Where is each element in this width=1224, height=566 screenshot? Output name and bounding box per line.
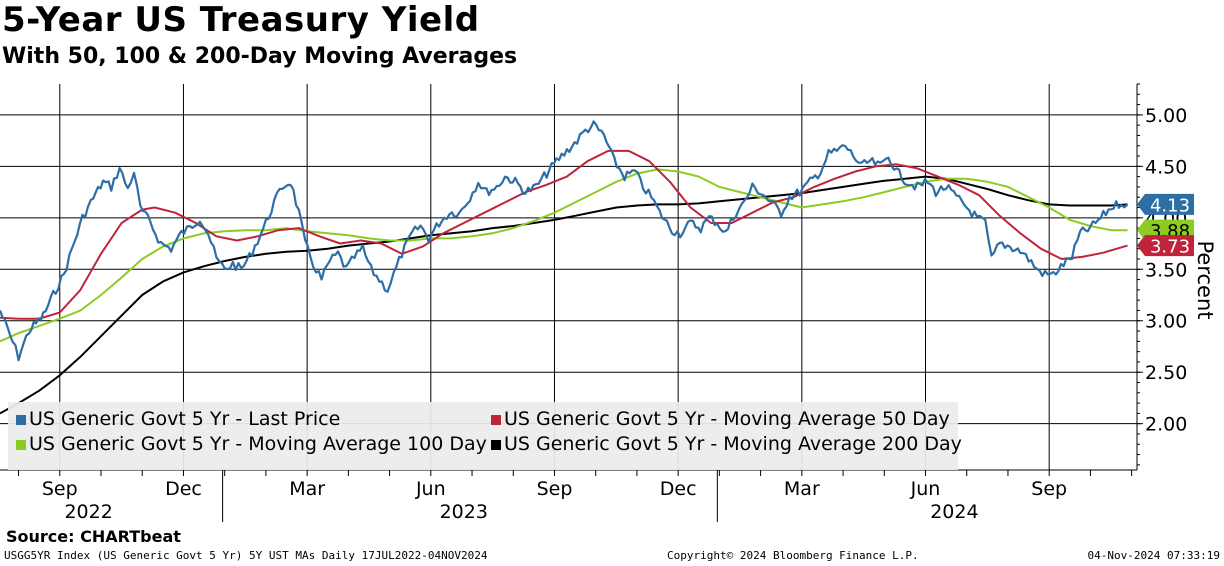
x-tick-label: Dec — [165, 478, 202, 500]
footer-ticker-info: USGG5YR Index (US Generic Govt 5 Yr) 5Y … — [4, 549, 488, 562]
chart-subtitle: With 50, 100 & 200-Day Moving Averages — [2, 44, 518, 69]
y-tick-label: 2.50 — [1145, 362, 1187, 384]
series-lines — [0, 120, 1129, 415]
y-tick-label: 4.50 — [1145, 156, 1187, 178]
last-value-labels: 4.133.883.73 — [1137, 193, 1194, 258]
source-note: Source: CHARTbeat — [6, 527, 181, 546]
series-line-price — [0, 120, 1129, 362]
year-label: 2022 — [64, 501, 112, 523]
x-tick-label: Dec — [660, 478, 697, 500]
y-tick-label: 3.50 — [1145, 259, 1187, 281]
chart-title: 5-Year US Treasury Yield — [2, 0, 480, 40]
series-line-ma50 — [0, 149, 1128, 320]
last-value-text-ma50: 3.73 — [1150, 237, 1190, 258]
legend-label-ma100: US Generic Govt 5 Yr - Moving Average 10… — [29, 433, 487, 455]
x-tick-label: Mar — [784, 478, 820, 500]
footer-timestamp: 04-Nov-2024 07:33:19 — [1087, 549, 1220, 562]
legend-swatch-ma200 — [491, 440, 501, 450]
legend-swatch-ma50 — [491, 415, 501, 425]
year-label: 2023 — [440, 501, 488, 523]
last-value-tag-price — [1137, 193, 1194, 215]
legend-label-ma200: US Generic Govt 5 Yr - Moving Average 20… — [504, 433, 962, 455]
y-tick-label: 2.00 — [1145, 414, 1187, 436]
y-axis-title: Percent — [1193, 240, 1217, 319]
y-tick-label: 5.00 — [1145, 105, 1187, 127]
legend: US Generic Govt 5 Yr - Last Price US Gene… — [8, 402, 962, 470]
footer-copyright: Copyright© 2024 Bloomberg Finance L.P. — [667, 549, 919, 562]
x-tick-label: Sep — [1031, 478, 1067, 500]
legend-swatch-ma100 — [16, 440, 26, 450]
last-value-text-price: 4.13 — [1150, 195, 1190, 216]
x-tick-label: Sep — [42, 478, 78, 500]
x-tick-label: Jun — [910, 478, 941, 500]
year-label: 2024 — [930, 501, 978, 523]
y-axis-labels: 2.002.503.003.504.004.505.00 — [1145, 105, 1187, 436]
legend-label-ma50: US Generic Govt 5 Yr - Moving Average 50… — [504, 408, 950, 430]
legend-box — [8, 402, 958, 470]
legend-label-price: US Generic Govt 5 Yr - Last Price — [29, 408, 340, 430]
y-tick-label: 3.00 — [1145, 311, 1187, 333]
legend-swatch-price — [16, 415, 26, 425]
x-tick-label: Mar — [289, 478, 325, 500]
last-value-tag-ma50 — [1137, 235, 1194, 257]
x-tick-label: Sep — [537, 478, 573, 500]
x-tick-label: Jun — [415, 478, 446, 500]
